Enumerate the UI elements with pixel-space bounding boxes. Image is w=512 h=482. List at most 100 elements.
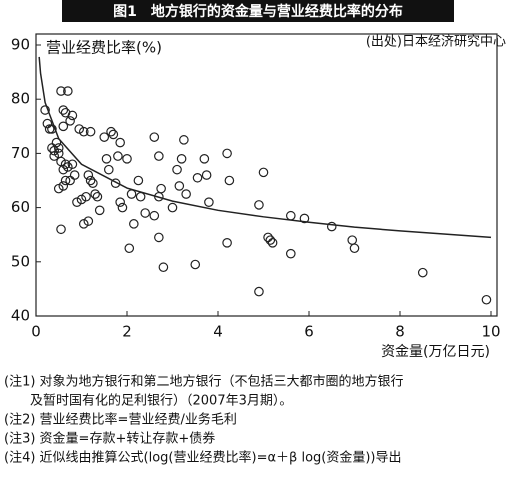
point: [349, 243, 360, 254]
y-tick-label: 70: [11, 144, 30, 162]
point: [285, 210, 296, 221]
point: [265, 235, 276, 245]
point: [172, 164, 182, 175]
point: [115, 137, 125, 148]
point: [347, 235, 358, 245]
point: [65, 116, 75, 126]
point: [122, 154, 132, 164]
point: [58, 121, 69, 132]
point: [222, 238, 232, 248]
point: [101, 154, 112, 164]
point: [176, 154, 187, 164]
note: (注1) 对象为地方银行和第二地方银行（不包括三大都市圈的地方银行: [4, 374, 404, 390]
point: [108, 129, 119, 140]
point: [99, 132, 110, 142]
point: [174, 181, 185, 191]
point: [40, 105, 50, 115]
point: [258, 167, 269, 178]
x-tick-label: 10: [481, 323, 500, 341]
point: [154, 151, 164, 161]
chart-title: 图1 地方银行的资金量与营业经费比率的分布: [113, 3, 403, 20]
point: [192, 172, 203, 183]
point: [92, 191, 103, 202]
point: [56, 86, 66, 96]
note: (注2) 营业经费比率=营业经费/业务毛利: [4, 412, 237, 428]
point: [60, 175, 71, 186]
point: [254, 286, 264, 297]
point: [106, 126, 116, 137]
point: [58, 105, 69, 115]
point: [156, 183, 166, 194]
y-axis-label: 营业经费比率(%): [46, 39, 162, 57]
y-tick-label: 50: [11, 252, 30, 270]
x-tick-label: 0: [31, 323, 41, 341]
y-tick-label: 60: [11, 198, 30, 216]
point: [254, 200, 264, 210]
point: [88, 178, 98, 189]
point: [204, 197, 214, 207]
source: (出处)日本经济研究中心: [366, 35, 506, 50]
point: [140, 208, 150, 218]
point: [129, 219, 139, 229]
point: [267, 238, 278, 248]
point: [56, 224, 66, 235]
title-bar: [62, 0, 454, 22]
point: [81, 191, 91, 202]
point: [326, 221, 337, 232]
point: [53, 143, 64, 153]
point: [69, 170, 80, 180]
note: (注3) 资金量=存款+转让存款+债券: [4, 431, 215, 447]
point: [417, 267, 428, 278]
point: [190, 259, 201, 270]
point: [154, 191, 164, 202]
point: [299, 213, 310, 224]
point: [117, 202, 128, 213]
point: [74, 124, 85, 134]
x-tick-label: 2: [122, 323, 132, 341]
point: [94, 205, 105, 216]
y-tick-label: 80: [11, 90, 30, 108]
point: [115, 197, 125, 207]
point: [60, 159, 71, 170]
point: [179, 135, 189, 145]
point: [47, 124, 57, 134]
point: [104, 164, 114, 175]
fit-line: [38, 56, 492, 239]
point: [133, 175, 144, 186]
point: [83, 170, 94, 180]
point: [60, 107, 71, 118]
x-tick-label: 4: [213, 323, 223, 341]
x-tick-label: 8: [395, 323, 405, 341]
x-axis-label: 资金量(万亿日元): [381, 344, 490, 360]
point: [53, 183, 64, 194]
point: [181, 189, 191, 199]
point: [222, 148, 232, 159]
point: [124, 243, 135, 254]
point: [67, 110, 78, 121]
point: [85, 126, 96, 137]
point: [481, 294, 492, 305]
y-tick-label: 40: [11, 307, 30, 325]
point: [199, 154, 210, 164]
point: [263, 232, 273, 243]
plot-frame: [35, 33, 498, 317]
point: [154, 232, 164, 243]
point: [149, 210, 160, 221]
x-tick-label: 6: [304, 323, 314, 341]
note: 及暂时国有化的足利银行）（2007年3月期）。: [30, 393, 292, 409]
note: (注4) 近似线由推算公式(log(营业经费比率)=α＋β log(资金量))导…: [4, 450, 402, 466]
point: [201, 170, 212, 180]
point: [149, 132, 160, 142]
point: [51, 137, 62, 148]
y-tick-label: 90: [11, 36, 30, 54]
point: [135, 191, 146, 202]
point: [158, 262, 169, 273]
point: [110, 178, 121, 189]
point: [167, 202, 178, 213]
point: [90, 189, 100, 199]
point: [42, 118, 53, 129]
point: [83, 216, 94, 226]
point: [63, 86, 73, 96]
point: [126, 189, 137, 199]
